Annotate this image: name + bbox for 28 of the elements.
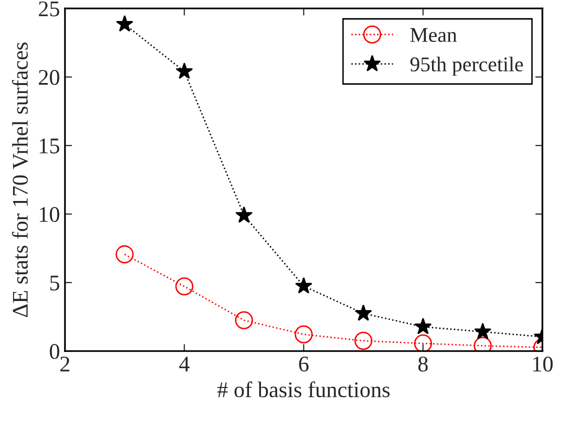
point: [295, 277, 312, 294]
point: [294, 325, 313, 344]
point: [414, 318, 432, 334]
y-tick-label: 0: [50, 344, 60, 360]
point: [234, 311, 254, 330]
point: [116, 245, 134, 264]
x-tick-label: 6: [299, 356, 309, 372]
point: [116, 15, 134, 32]
legend-label: Mean: [410, 28, 457, 42]
point: [354, 304, 372, 321]
y-tick-label: 15: [40, 138, 60, 154]
y-tick-label: 25: [38, 1, 60, 16]
x-axis-title: # of basis functions: [217, 381, 390, 398]
y-tick-label: 10: [40, 206, 60, 222]
x-tick-label: 4: [179, 356, 190, 372]
x-tick-label: 10: [533, 356, 553, 372]
point: [235, 206, 253, 223]
y-tick-label: 20: [38, 70, 60, 85]
point: [414, 334, 432, 352]
point: [354, 332, 372, 350]
y-axis-title: ΔE stats for 170 Vrhel surfaces: [12, 42, 28, 317]
x-tick-label: 2: [60, 356, 70, 372]
point: [176, 62, 193, 79]
point: [175, 277, 194, 296]
legend-label: 95th percetile: [410, 56, 523, 76]
x-tick-label: 8: [418, 356, 428, 372]
point: [474, 322, 492, 340]
y-tick-label: 5: [50, 276, 60, 290]
